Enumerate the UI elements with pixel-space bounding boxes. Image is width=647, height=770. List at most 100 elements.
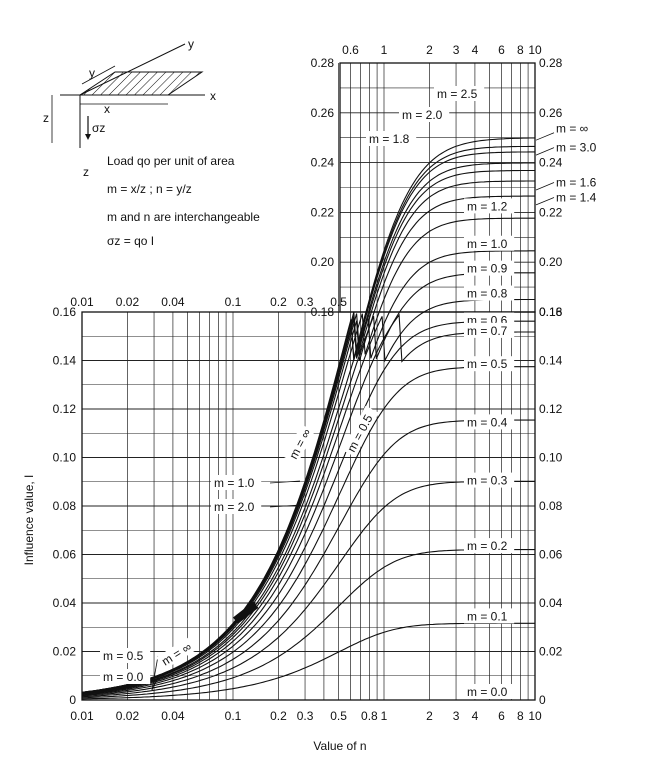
y-tick-upper-left: 0.22 bbox=[311, 205, 335, 219]
axis-label-y: y bbox=[188, 37, 194, 51]
x-axis-title: Value of n bbox=[313, 739, 366, 753]
curve-label-right-11-bg bbox=[464, 198, 515, 214]
y-tick-left: 0.06 bbox=[53, 548, 77, 562]
y-tick-right: 0 bbox=[539, 693, 546, 707]
y-tick-right: 0.08 bbox=[539, 499, 563, 513]
curve-label-mid-1: m = 2.0 bbox=[214, 500, 255, 514]
curve-label-rotated-1-bg bbox=[341, 405, 379, 458]
curve-label-upper-0-bg bbox=[434, 86, 485, 101]
y-tick-left: 0.16 bbox=[53, 305, 77, 319]
x-tick-bottom: 0.01 bbox=[70, 709, 94, 723]
curve-label-right-10-bg bbox=[464, 235, 515, 251]
y-tick-left: 0.14 bbox=[53, 354, 77, 368]
y-axis-title: Influence value, I bbox=[22, 475, 36, 566]
curve-label-lower-0-bg bbox=[100, 648, 151, 663]
curve-label-mid-line-0 bbox=[269, 480, 301, 484]
x-tick-bottom: 3 bbox=[453, 709, 460, 723]
curve-label-lower-0: m = 0.5 bbox=[103, 649, 144, 663]
legend-line-4: σz = qo I bbox=[107, 234, 154, 248]
axis-label-z: z bbox=[83, 165, 89, 179]
y-tick-right: 0.04 bbox=[539, 596, 563, 610]
x-tick-top: 0.5 bbox=[330, 295, 347, 309]
curve-label-arrow-line-3 bbox=[535, 197, 555, 206]
upper-frame bbox=[339, 62, 536, 313]
y-tick-right: 0.18 bbox=[539, 305, 563, 319]
axis-label-x: x bbox=[210, 89, 216, 103]
x-tick-top: 0.01 bbox=[70, 295, 94, 309]
curve-label-upper-0: m = 2.5 bbox=[437, 87, 478, 101]
curve-label-lower-1: m = 0.0 bbox=[103, 670, 144, 684]
y-tick-right: 0.14 bbox=[539, 354, 563, 368]
series-m-0-3 bbox=[81, 480, 535, 698]
y-tick-left: 0.10 bbox=[53, 451, 77, 465]
curve-label-right-2: m = 0.2 bbox=[467, 539, 508, 553]
x-tick-upper: 0.6 bbox=[342, 43, 359, 57]
x-tick-top: 0.04 bbox=[161, 295, 185, 309]
series-m-0-4 bbox=[81, 419, 535, 697]
x-tick-bottom: 4 bbox=[472, 709, 479, 723]
dim-label-y: y bbox=[89, 66, 95, 80]
y-tick-right: 0.06 bbox=[539, 548, 563, 562]
curve-label-arrow-3-bg bbox=[553, 189, 604, 205]
curve-label-mid-0-bg bbox=[211, 475, 262, 490]
x-tick-bottom: 8 bbox=[517, 709, 524, 723]
curve-label-right-0: m = 0.0 bbox=[467, 685, 508, 699]
legend-line-1: Load qo per unit of area bbox=[107, 154, 235, 168]
curve-label-mid-1-bg bbox=[211, 499, 262, 514]
x-tick-bottom: 6 bbox=[498, 709, 505, 723]
y-tick-right: 0.12 bbox=[539, 402, 563, 416]
y-tick-right: 0.20 bbox=[539, 255, 563, 269]
curve-label-rotated-2-bg bbox=[156, 637, 196, 671]
curve-label-arrow-2: m = 1.6 bbox=[556, 176, 597, 190]
y-tick-right: 0.22 bbox=[539, 205, 563, 219]
x-tick-bottom: 10 bbox=[528, 709, 542, 723]
dim-label-z: z bbox=[43, 111, 49, 125]
sigma-arrowhead bbox=[85, 134, 91, 140]
curve-label-right-3-bg bbox=[464, 472, 515, 488]
curve-label-upper-1: m = 2.0 bbox=[402, 108, 443, 122]
curve-label-right-9: m = 0.9 bbox=[467, 262, 508, 276]
curve-label-lower-line-1 bbox=[151, 676, 159, 691]
y-tick-upper-left: 0.28 bbox=[311, 56, 335, 70]
curve-label-right-11: m = 1.2 bbox=[467, 199, 508, 213]
y-tick-left: 0.12 bbox=[53, 402, 77, 416]
curve-label-lower-line-0 bbox=[151, 655, 159, 691]
curve-label-arrow-1-bg bbox=[553, 139, 604, 155]
dim-label-x: x bbox=[104, 102, 110, 116]
y-tick-left: 0.04 bbox=[53, 596, 77, 610]
series-m-0-5 bbox=[81, 366, 535, 696]
series-m-0-2 bbox=[81, 549, 535, 699]
curve-label-right-7-bg bbox=[464, 322, 515, 338]
curve-label-right-4-bg bbox=[464, 414, 515, 430]
curve-label-right-1: m = 0.1 bbox=[467, 609, 508, 623]
x-tick-top: 0.3 bbox=[297, 295, 314, 309]
legend-line-3: m and n are interchangeable bbox=[107, 210, 260, 224]
curve-label-arrow-1: m = 3.0 bbox=[556, 141, 597, 155]
curve-label-right-0-bg bbox=[464, 684, 515, 699]
y-tick-right: 0.26 bbox=[539, 106, 563, 120]
x-tick-bottom: 0.2 bbox=[270, 709, 287, 723]
y-tick-upper-left: 0.20 bbox=[311, 255, 335, 269]
y-tick-upper-left: 0.18 bbox=[311, 305, 335, 319]
series-m-0-8 bbox=[81, 298, 535, 695]
x-tick-bottom: 0.5 bbox=[330, 709, 347, 723]
curves bbox=[81, 137, 535, 701]
curve-label-upper-2: m = 1.8 bbox=[369, 132, 410, 146]
x-tick-upper: 10 bbox=[528, 43, 542, 57]
y-tick-left: 0.02 bbox=[53, 645, 77, 659]
curve-label-upper-2-bg bbox=[366, 131, 417, 146]
x-tick-upper: 2 bbox=[426, 43, 433, 57]
dim-line-y bbox=[81, 65, 116, 85]
curve-label-arrow-2-bg bbox=[553, 174, 604, 190]
curve-labels: m = 0.0 m = 0.1 m = 0.2 m = 0.3 m = 0.4 m = 0… bbox=[100, 86, 604, 699]
y-tick-right: 0.10 bbox=[539, 451, 563, 465]
y-tick-right: 0.24 bbox=[539, 156, 563, 170]
curve-label-right-2-bg bbox=[464, 538, 515, 554]
curve-label-arrow-line-2 bbox=[535, 182, 555, 191]
curve-label-right-3: m = 0.3 bbox=[467, 474, 508, 488]
curve-label-arrow-line-1 bbox=[535, 147, 555, 156]
x-tick-bottom: 0.1 bbox=[225, 709, 242, 723]
x-tick-bottom: 0.02 bbox=[116, 709, 140, 723]
x-tick-bottom: 0.8 bbox=[361, 709, 378, 723]
